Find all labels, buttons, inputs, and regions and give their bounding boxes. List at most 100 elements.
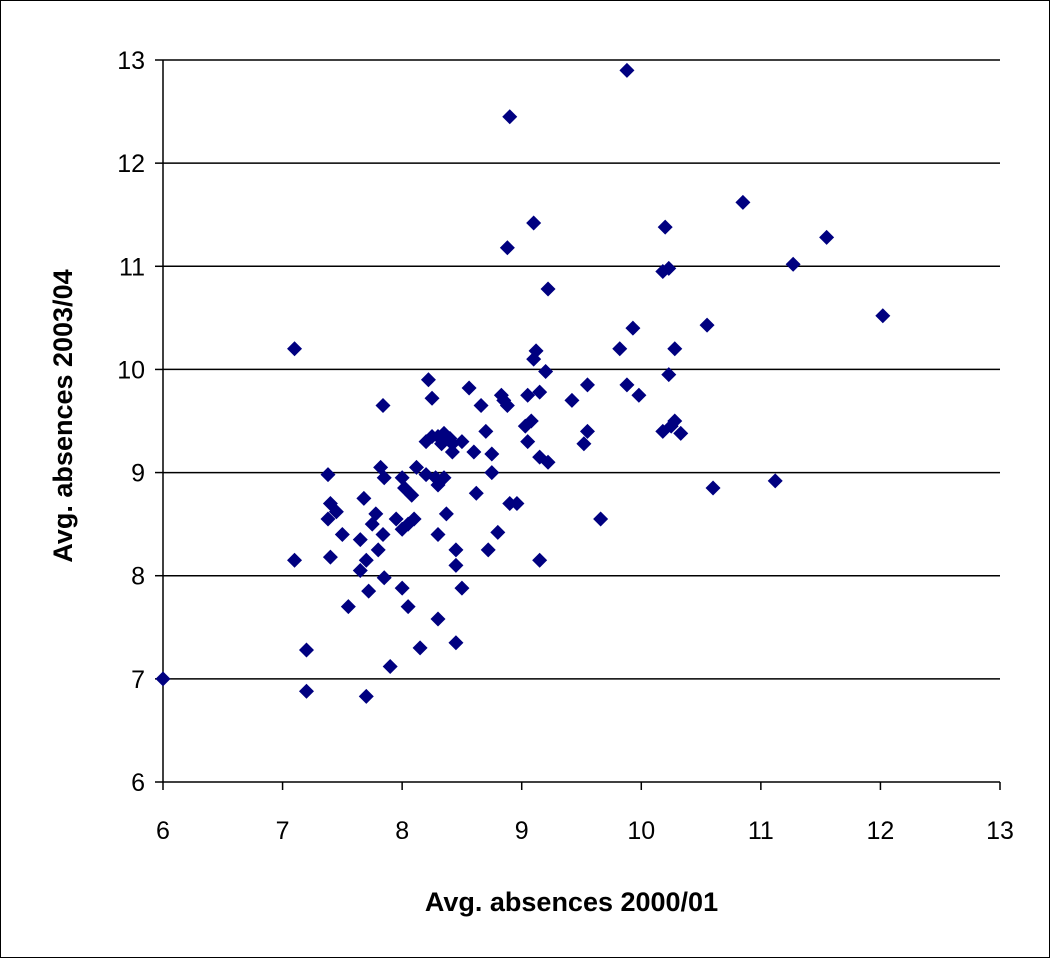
y-tick-labels: 6 7 8 9 10 11 12 13 — [117, 47, 145, 797]
data-point — [661, 260, 677, 276]
data-point — [320, 467, 336, 483]
data-point — [625, 320, 641, 336]
data-point — [328, 504, 344, 520]
data-point — [564, 392, 580, 408]
data-point — [420, 372, 436, 388]
data-point — [540, 281, 556, 297]
data-point — [509, 496, 525, 512]
data-point — [370, 542, 386, 558]
data-point — [287, 341, 303, 357]
x-tick-label: 7 — [276, 817, 290, 845]
data-point — [767, 473, 783, 489]
data-point — [466, 444, 482, 460]
data-point — [352, 532, 368, 548]
data-point — [735, 194, 751, 210]
x-tick-labels: 6 7 8 9 10 11 12 13 — [156, 817, 1014, 845]
data-point — [436, 470, 452, 486]
y-axis-title: Avg. absences 2003/04 — [48, 269, 78, 562]
data-point — [528, 343, 544, 359]
data-point — [356, 490, 372, 506]
data-point — [320, 511, 336, 527]
data-point — [484, 446, 500, 462]
data-point — [520, 434, 536, 450]
data-point — [454, 580, 470, 596]
data-point — [287, 552, 303, 568]
data-point — [376, 470, 392, 486]
data-point — [538, 363, 554, 379]
data-point — [368, 506, 384, 522]
data-point — [705, 480, 721, 496]
data-point — [576, 436, 592, 452]
data-point — [322, 549, 338, 565]
data-point — [612, 341, 628, 357]
data-point — [499, 398, 515, 414]
data-point — [631, 387, 647, 403]
x-tick-label: 10 — [627, 817, 655, 845]
y-tick-label: 12 — [117, 150, 145, 178]
y-tick-label: 6 — [131, 769, 145, 797]
data-point — [444, 436, 460, 452]
data-point — [593, 511, 609, 527]
data-point — [532, 384, 548, 400]
data-point — [298, 683, 314, 699]
data-point — [334, 526, 350, 542]
y-tick-label: 13 — [117, 47, 145, 75]
x-tick-label: 12 — [867, 817, 895, 845]
data-point — [376, 570, 392, 586]
data-point — [667, 341, 683, 357]
y-tick-label: 8 — [131, 563, 145, 591]
x-axis-title: Avg. absences 2000/01 — [425, 887, 718, 917]
data-point — [532, 552, 548, 568]
x-tick-label: 8 — [395, 817, 409, 845]
data-point — [819, 229, 835, 245]
data-point — [388, 511, 404, 527]
data-point — [408, 459, 424, 475]
data-point — [520, 387, 536, 403]
data-point — [579, 423, 595, 439]
data-point — [502, 109, 518, 125]
data-point — [375, 398, 391, 414]
y-tick-label: 10 — [117, 356, 145, 384]
data-point — [382, 658, 398, 674]
axes — [155, 59, 1001, 790]
data-point — [478, 423, 494, 439]
data-point — [448, 542, 464, 558]
x-tick-label: 13 — [986, 817, 1014, 845]
data-point — [499, 240, 515, 256]
data-point — [619, 377, 635, 393]
data-point — [424, 390, 440, 406]
data-point — [875, 308, 891, 324]
x-tick-label: 6 — [156, 817, 170, 845]
data-point — [673, 425, 689, 441]
data-point — [480, 542, 496, 558]
data-point — [394, 580, 410, 596]
data-point — [375, 526, 391, 542]
data-point — [526, 215, 542, 231]
data-point — [661, 367, 677, 383]
data-point — [394, 470, 410, 486]
data-points — [155, 62, 891, 704]
data-point — [155, 671, 171, 687]
data-point — [448, 635, 464, 651]
x-tick-label: 9 — [515, 817, 529, 845]
data-point — [473, 398, 489, 414]
y-tick-label: 7 — [131, 666, 145, 694]
data-point — [490, 524, 506, 540]
data-point — [619, 62, 635, 78]
data-point — [657, 219, 673, 235]
data-point — [454, 434, 470, 450]
data-point — [579, 377, 595, 393]
data-point — [340, 599, 356, 615]
data-point — [461, 380, 477, 396]
data-point — [699, 317, 715, 333]
data-point — [444, 444, 460, 460]
data-point — [412, 640, 428, 656]
data-point — [484, 465, 500, 481]
data-point — [352, 563, 368, 579]
data-point — [438, 506, 454, 522]
y-tick-label: 11 — [119, 253, 145, 281]
y-tick-label: 9 — [131, 460, 145, 488]
data-point — [361, 583, 377, 599]
